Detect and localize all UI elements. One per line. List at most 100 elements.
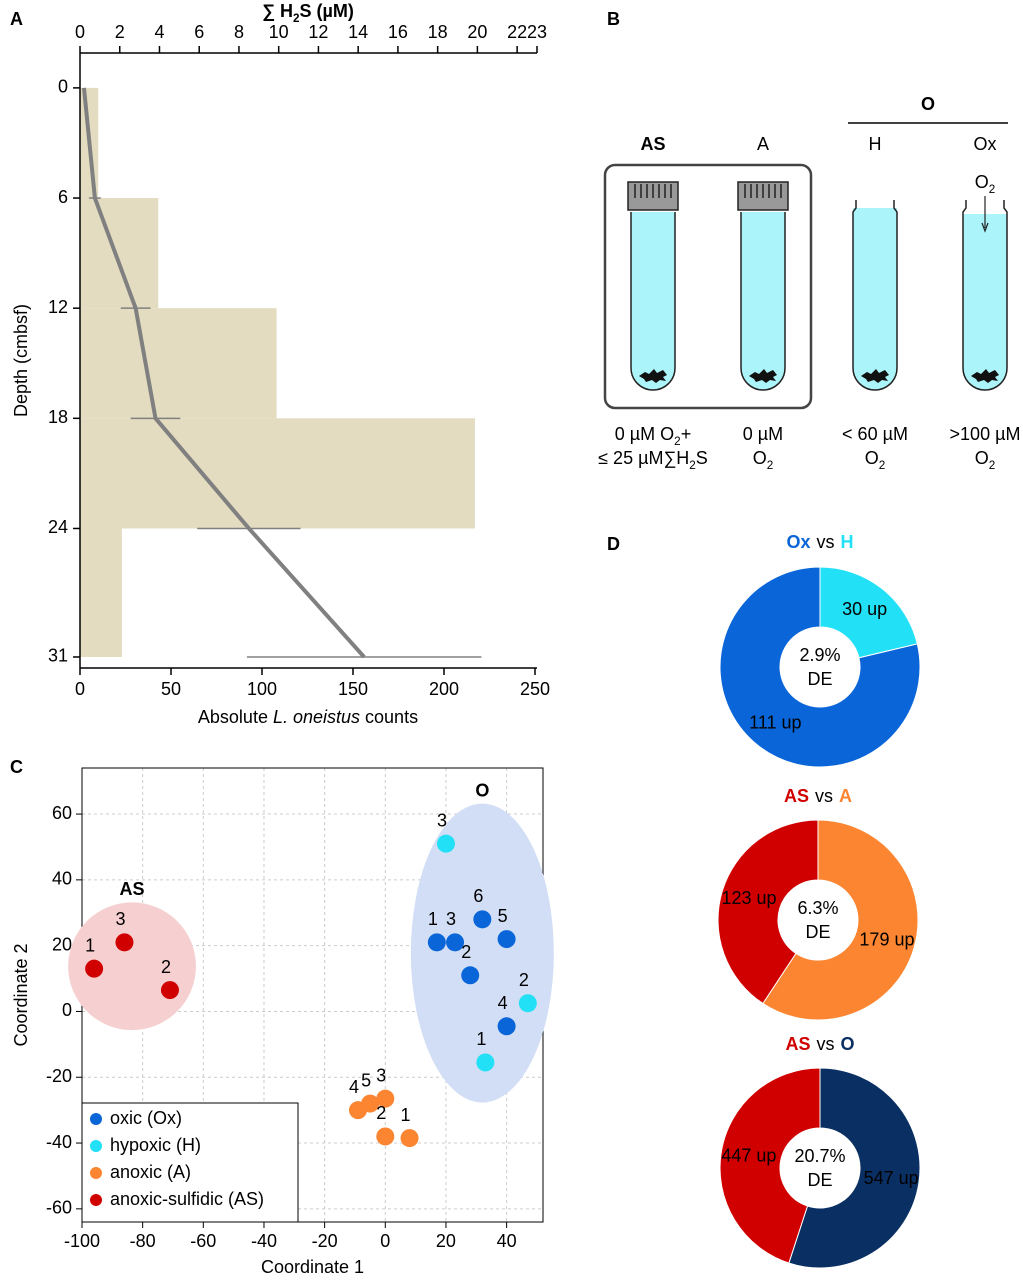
legend-box xyxy=(81,1102,299,1223)
point xyxy=(400,1129,419,1148)
title-part: AS xyxy=(784,786,809,806)
title-part: Ox xyxy=(786,532,810,552)
point-label: 1 xyxy=(401,1105,411,1125)
x-tick-label: 50 xyxy=(161,679,181,699)
x2-tick-label: 4 xyxy=(154,22,164,42)
slice-label: 111 up xyxy=(749,712,801,732)
point xyxy=(497,1017,516,1036)
tube-liquid xyxy=(853,208,897,390)
center-label: 2.9% xyxy=(799,645,840,665)
donut-slice xyxy=(819,566,918,659)
text-part: 2 xyxy=(767,459,774,472)
tube-wall xyxy=(740,212,786,391)
x2-tick-label: 18 xyxy=(428,22,448,42)
point-label: 2 xyxy=(519,970,529,990)
x2-tick-label: 6 xyxy=(194,22,204,42)
point xyxy=(446,933,465,952)
point-label: 5 xyxy=(498,906,508,926)
center-label: 20.7% xyxy=(794,1146,845,1166)
point-label: 1 xyxy=(476,1029,486,1049)
group-label: AS xyxy=(120,879,145,899)
text-part: O xyxy=(753,448,767,468)
text-part: 0 µM xyxy=(743,424,783,444)
point-label: 6 xyxy=(473,886,483,906)
point-label: 2 xyxy=(161,957,171,977)
tube-label: A xyxy=(757,134,769,154)
text-part: O xyxy=(975,448,989,468)
point xyxy=(376,1089,395,1108)
condition-label: O2 xyxy=(975,448,996,472)
point xyxy=(473,910,492,929)
point xyxy=(497,930,516,949)
title-part: O xyxy=(841,1034,855,1054)
condition-label: O2 xyxy=(865,448,886,472)
x2-tick-label: 23 xyxy=(527,22,547,42)
text-part: 2 xyxy=(293,12,300,25)
x-tick-label: 250 xyxy=(520,679,550,699)
point xyxy=(361,1094,380,1113)
x-tick-label: -100 xyxy=(64,1231,100,1251)
center-label: DE xyxy=(805,922,830,942)
legend-label: hypoxic (H) xyxy=(110,1135,201,1155)
x-tick-label: 100 xyxy=(247,679,277,699)
center-label: 6.3% xyxy=(797,898,838,918)
panel-label: A xyxy=(10,9,23,29)
panel-label: C xyxy=(10,757,23,777)
donut-title: AS vs O xyxy=(785,1034,854,1054)
worm xyxy=(861,369,889,383)
tube-label: H xyxy=(869,134,882,154)
group-label: O xyxy=(475,780,489,800)
y-tick-label: 0 xyxy=(58,77,68,97)
x2-tick-label: 16 xyxy=(388,22,408,42)
y-tick-label: 12 xyxy=(48,297,68,317)
text-part: S (µM) xyxy=(299,1,353,21)
text-part: ≤ 25 µM∑H xyxy=(598,448,689,468)
x-tick-label: 200 xyxy=(429,679,459,699)
y-tick-label: 18 xyxy=(48,407,68,427)
point xyxy=(461,966,480,985)
point-label: 4 xyxy=(349,1077,359,1097)
text-part: 2 xyxy=(674,435,681,448)
point xyxy=(376,1127,395,1146)
text-part: O xyxy=(975,172,989,192)
bar xyxy=(80,418,475,529)
point xyxy=(160,981,179,1000)
title-part: vs xyxy=(817,532,835,552)
donut-slice xyxy=(788,1067,921,1269)
x2-tick-label: 0 xyxy=(75,22,85,42)
y-tick-label: 6 xyxy=(58,187,68,207)
y-tick-label: 0 xyxy=(62,1000,72,1020)
text-part: 2 xyxy=(989,183,996,196)
center-label: DE xyxy=(807,669,832,689)
point xyxy=(436,834,455,853)
text-part: Absolute xyxy=(198,707,273,727)
y-tick-label: -60 xyxy=(46,1198,72,1218)
condition-label: 0 µM xyxy=(743,424,783,444)
y-axis-label: Depth (cmbsf) xyxy=(11,304,31,417)
x2-tick-label: 10 xyxy=(269,22,289,42)
tube-wall xyxy=(962,200,1008,391)
group-label: O xyxy=(921,94,935,114)
x-tick-label: -80 xyxy=(130,1231,156,1251)
title-part: A xyxy=(839,786,852,806)
x2-tick-label: 12 xyxy=(308,22,328,42)
point xyxy=(427,933,446,952)
y-axis-label: Coordinate 2 xyxy=(11,943,31,1046)
bar xyxy=(80,308,277,419)
donut-slice xyxy=(719,1067,821,1264)
x2-axis-label: ∑ H2S (µM) xyxy=(262,1,354,25)
x-tick-label: 0 xyxy=(75,679,85,699)
point-label: 2 xyxy=(461,942,471,962)
text-part: < 60 µM xyxy=(842,424,908,444)
donut-title: Ox vs H xyxy=(786,532,853,552)
x-tick-label: 40 xyxy=(497,1231,517,1251)
point-label: 3 xyxy=(446,909,456,929)
tube-wall xyxy=(852,200,898,391)
point-label: 4 xyxy=(498,993,508,1013)
y-tick-label: -40 xyxy=(46,1132,72,1152)
inflow-label: O2 xyxy=(975,172,996,196)
text-part: L. oneistus xyxy=(273,707,360,727)
legend-swatch xyxy=(90,1140,102,1152)
condition-label: >100 µM xyxy=(950,424,1021,444)
